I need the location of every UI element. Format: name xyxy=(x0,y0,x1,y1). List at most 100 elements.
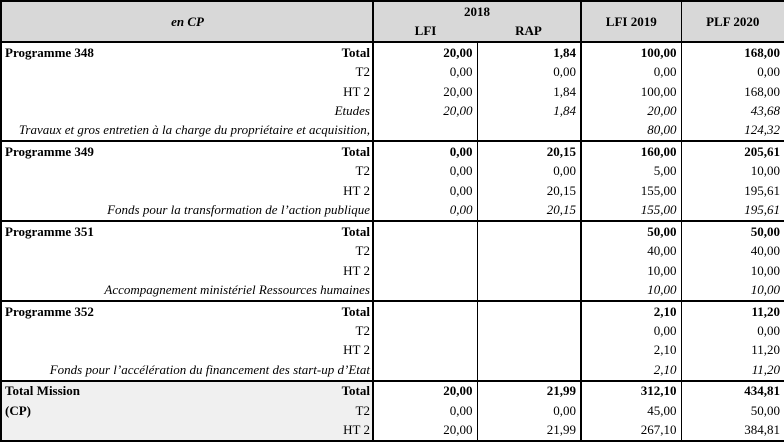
value-cell: 168,00 xyxy=(680,40,784,63)
programme-name: Programme 351 xyxy=(5,223,94,239)
row-label-cell: HT 2 xyxy=(1,420,373,441)
value-cell: 0,00 xyxy=(580,321,681,341)
row-label-cell: Programme 351 Total xyxy=(1,219,373,242)
value-cell: 11,20 xyxy=(680,340,784,361)
value-cell: 0,00 xyxy=(580,62,681,82)
programme-name: Programme 348 xyxy=(5,44,94,60)
row-label: HT 2 xyxy=(343,182,370,198)
row-label-cell: Total Mission Total xyxy=(1,379,373,402)
table-row: HT 2 0,00 20,15 155,00 195,61 xyxy=(1,181,784,201)
value-cell: 0,00 xyxy=(372,401,477,421)
row-label: T2 xyxy=(355,402,370,418)
value-cell: 1,84 xyxy=(476,101,581,121)
value-cell: 434,81 xyxy=(680,379,784,402)
row-label: HT 2 xyxy=(343,342,370,358)
value-cell xyxy=(476,360,581,381)
row-label: HT 2 xyxy=(343,422,370,438)
row-label-cell: HT 2 xyxy=(1,82,373,101)
row-label: T2 xyxy=(355,322,370,338)
value-cell: 384,81 xyxy=(680,420,784,441)
table-row: Travaux et gros entretien à la charge du… xyxy=(1,120,784,142)
table-row: Fonds pour la transformation de l’action… xyxy=(1,200,784,221)
total-mission-cp-label: (CP) xyxy=(5,402,31,418)
value-cell: 40,00 xyxy=(680,241,784,261)
row-label-cell: Fonds pour la transformation de l’action… xyxy=(1,201,373,221)
table-row: T2 40,00 40,00 xyxy=(1,241,784,261)
table-row: Etudes 20,00 1,84 20,00 43,68 xyxy=(1,101,784,121)
value-cell: 20,00 xyxy=(372,420,477,441)
value-cell: 0,00 xyxy=(476,401,581,421)
row-label-cell: Accompagnement ministériel Ressources hu… xyxy=(1,280,373,300)
value-cell: 160,00 xyxy=(580,140,681,162)
programme-name: Programme 352 xyxy=(5,303,94,319)
value-cell xyxy=(476,280,581,301)
value-cell: 10,00 xyxy=(680,280,784,301)
total-mission-label: Total Mission xyxy=(5,383,81,399)
row-label: T2 xyxy=(355,243,370,259)
value-cell xyxy=(476,120,581,142)
value-cell: 50,00 xyxy=(680,219,784,242)
value-cell: 2,10 xyxy=(580,340,681,361)
row-label: Travaux et gros entretien à la charge du… xyxy=(18,122,370,138)
value-cell: 195,61 xyxy=(680,181,784,201)
row-label: Total xyxy=(341,44,370,60)
value-cell: 80,00 xyxy=(580,120,681,142)
value-cell xyxy=(372,321,477,341)
programme-name: Programme 349 xyxy=(5,143,94,159)
value-cell: 45,00 xyxy=(580,401,681,421)
value-cell: 20,15 xyxy=(476,181,581,201)
value-cell xyxy=(476,241,581,261)
table-row: HT 2 20,00 21,99 267,10 384,81 xyxy=(1,420,784,441)
row-label: Total xyxy=(341,223,370,239)
value-cell: 11,20 xyxy=(680,299,784,322)
value-cell xyxy=(372,219,477,242)
table-row: Programme 349 Total 0,00 20,15 160,00 20… xyxy=(1,140,784,162)
table-row: Programme 352 Total 2,10 11,20 xyxy=(1,299,784,322)
row-label-cell: T2 xyxy=(1,62,373,81)
row-label-cell: (CP) T2 xyxy=(1,401,373,421)
value-cell: 20,15 xyxy=(476,200,581,221)
table-row: Fonds pour l’accélération du financement… xyxy=(1,360,784,381)
value-cell: 20,00 xyxy=(580,101,681,121)
value-cell: 20,00 xyxy=(372,379,477,402)
table-row: T2 0,00 0,00 5,00 10,00 xyxy=(1,161,784,182)
value-cell: 20,15 xyxy=(476,140,581,162)
value-cell: 43,68 xyxy=(680,101,784,121)
value-cell: 0,00 xyxy=(476,161,581,182)
value-cell xyxy=(476,219,581,242)
row-label: Fonds pour l’accélération du financement… xyxy=(49,361,370,377)
table-row: HT 2 2,10 11,20 xyxy=(1,340,784,361)
value-cell: 0,00 xyxy=(372,200,477,221)
value-cell: 21,99 xyxy=(476,420,581,441)
row-label-cell: T2 xyxy=(1,162,373,181)
row-label-cell: Programme 352 Total xyxy=(1,299,373,322)
row-label: Accompagnement ministériel Ressources hu… xyxy=(104,282,370,298)
value-cell: 2,10 xyxy=(580,360,681,381)
header-cell-plf-2020: PLF 2020 xyxy=(680,1,784,42)
value-cell: 168,00 xyxy=(680,81,784,102)
row-label: Total xyxy=(341,383,370,399)
row-label: Total xyxy=(341,303,370,319)
row-label-cell: HT 2 xyxy=(1,181,373,200)
table-row: T2 0,00 0,00 0,00 0,00 xyxy=(1,62,784,82)
row-label-cell: Fonds pour l’accélération du financement… xyxy=(1,360,373,380)
table-row: Accompagnement ministériel Ressources hu… xyxy=(1,280,784,301)
value-cell xyxy=(372,260,477,281)
value-cell: 205,61 xyxy=(680,140,784,162)
value-cell: 100,00 xyxy=(580,40,681,63)
value-cell xyxy=(476,260,581,281)
table-row: HT 2 20,00 1,84 100,00 168,00 xyxy=(1,81,784,102)
value-cell: 50,00 xyxy=(580,219,681,242)
value-cell xyxy=(372,340,477,361)
row-label: Total xyxy=(341,143,370,159)
value-cell: 1,84 xyxy=(476,81,581,102)
value-cell: 2,10 xyxy=(580,299,681,322)
header-cell-lfi-2019: LFI 2019 xyxy=(580,1,681,42)
header-cell-lfi: LFI xyxy=(372,21,477,42)
table-row: Total Mission Total 20,00 21,99 312,10 4… xyxy=(1,379,784,402)
header-cell-en-cp: en CP xyxy=(1,1,373,42)
value-cell xyxy=(372,241,477,261)
header-cell-rap: RAP xyxy=(477,21,581,42)
row-label-cell: HT 2 xyxy=(1,261,373,280)
